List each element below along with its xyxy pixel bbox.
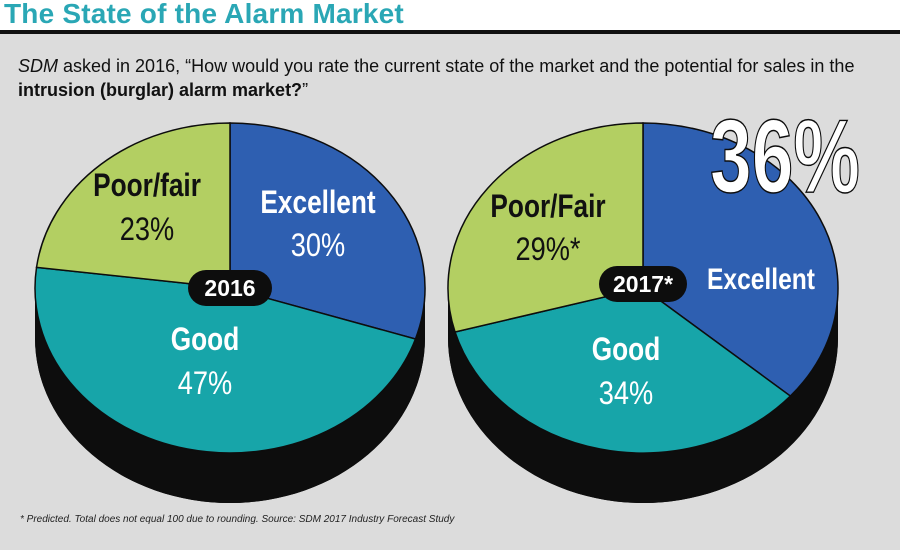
slice-label-excellent-2016: Excellent	[260, 186, 375, 221]
slice-value-poor-fair-2016: 23%	[120, 212, 174, 248]
slice-value-excellent-2016: 30%	[291, 228, 345, 264]
question-end: ”	[302, 80, 309, 100]
slice-value-poor-fair-2017: 29%*	[515, 232, 580, 268]
slice-poor-fair-2016	[35, 122, 231, 289]
slice-good-2017	[454, 287, 792, 454]
slice-value-good-2017: 34%	[599, 376, 653, 412]
question-text: asked in 2016, “How would you rate the c…	[58, 56, 855, 76]
pie-side-0	[35, 288, 425, 503]
slice-poor-fair-2017	[447, 122, 644, 333]
slice-value-excellent-2017: 36%	[710, 99, 860, 215]
slice-label-poor-fair-2017: Poor/Fair	[490, 190, 605, 225]
slice-label-excellent-2017: Excellent	[707, 262, 815, 296]
slice-value-good-2016: 47%	[178, 366, 232, 402]
question-source: SDM	[18, 56, 58, 76]
year-badge-2016	[188, 270, 272, 306]
title-bar: The State of the Alarm Market	[0, 0, 900, 34]
survey-question: SDM asked in 2016, “How would you rate t…	[18, 54, 888, 102]
slice-good-2016	[34, 266, 417, 454]
slice-excellent-2016	[229, 122, 426, 340]
pie-chart-2017: Excellent 36% Good 34% Poor/Fair 29%* 2017*	[447, 98, 861, 503]
question-bold-text: intrusion (burglar) alarm market?	[18, 80, 303, 100]
pie-chart-2016: Excellent 30% Good 47% Poor/fair 23% 2016	[34, 122, 426, 503]
footnote: * Predicted. Total does not equal 100 du…	[20, 514, 455, 525]
year-badge-label-2016: 2016	[204, 275, 255, 301]
slice-label-good-2016: Good	[171, 323, 239, 358]
slice-label-good-2017: Good	[592, 333, 660, 368]
year-badge-label-2017: 2017*	[613, 271, 673, 297]
slice-excellent-2017	[642, 122, 839, 398]
pie-side-1	[448, 288, 838, 503]
page-title: The State of the Alarm Market	[4, 0, 404, 29]
year-badge-2017	[599, 266, 687, 302]
slice-label-poor-fair-2016: Poor/fair	[93, 169, 201, 204]
